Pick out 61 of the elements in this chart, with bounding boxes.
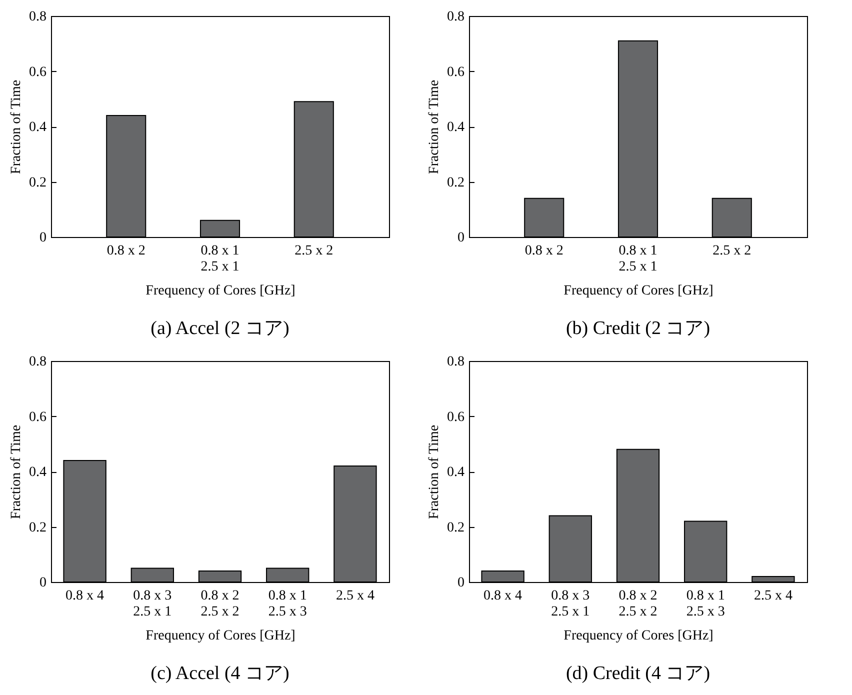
- y-tick-label: 0.2: [29, 520, 46, 536]
- x-tick-label: 0.8 x 2 2.5 x 2: [618, 588, 658, 620]
- y-tick-label: 0.6: [447, 410, 464, 425]
- bar: [616, 448, 660, 582]
- y-tick-label: 0.4: [447, 465, 464, 480]
- y-tick-label: 0.8: [447, 354, 464, 370]
- y-tick-label: 0.4: [447, 120, 464, 135]
- y-tick-label: 0.2: [447, 520, 464, 536]
- x-axis-title: Frequency of Cores [GHz]: [146, 284, 296, 298]
- y-tick-label: 0: [458, 230, 464, 246]
- bar: [198, 570, 242, 582]
- bar: [684, 520, 728, 582]
- bar: [266, 568, 310, 582]
- x-tick-label: 0.8 x 4: [66, 588, 104, 604]
- y-tick-label: 0: [40, 576, 46, 590]
- text: (a) Accel (2 コア): [150, 318, 290, 339]
- y-tick-label: 0.2: [29, 175, 46, 190]
- x-tick-label: 0.8 x 2: [524, 244, 564, 258]
- y-axis-title: Fraction of Time: [427, 424, 442, 520]
- bar: [294, 101, 334, 238]
- bar: [130, 568, 174, 582]
- x-tick-label: 0.8 x 3 2.5 x 1: [133, 588, 172, 620]
- x-axis-title: Frequency of Cores [GHz]: [564, 284, 714, 298]
- x-tick-label: 0.8 x 1 2.5 x 1: [618, 244, 658, 274]
- y-tick-label: 0.8: [29, 10, 46, 24]
- y-tick-label: 0.2: [447, 175, 464, 190]
- x-axis-title: Frequency of Cores [GHz]: [564, 628, 714, 644]
- y-axis-title: Fraction of Time: [427, 80, 442, 174]
- text: (d) Credit (4 コア): [566, 663, 710, 684]
- x-tick-label: 0.8 x 1 2.5 x 3: [686, 588, 725, 620]
- y-tick-label: 0.4: [29, 120, 46, 135]
- y-axis-title: Fraction of Time: [9, 80, 24, 174]
- x-tick-label: 0.8 x 3 2.5 x 1: [551, 588, 590, 620]
- x-tick-label: 2.5 x 2: [294, 244, 334, 258]
- text: (c) Accel (4 コア): [150, 663, 290, 684]
- x-axis-title: Frequency of Cores [GHz]: [146, 628, 296, 644]
- x-tick-label: 2.5 x 4: [754, 588, 792, 604]
- y-tick-label: 0.4: [29, 465, 46, 480]
- y-tick-label: 0: [40, 230, 46, 246]
- bar: [481, 570, 524, 582]
- bar: [63, 460, 106, 582]
- y-tick-label: 0.6: [29, 64, 46, 80]
- bar: [334, 465, 377, 582]
- bar: [200, 220, 240, 238]
- y-tick-label: 0.6: [447, 64, 464, 80]
- x-tick-label: 0.8 x 4: [484, 588, 522, 604]
- x-tick-label: 2.5 x 4: [336, 588, 374, 604]
- y-axis-title: Fraction of Time: [9, 424, 24, 520]
- x-tick-label: 2.5 x 2: [712, 244, 752, 258]
- x-tick-label: 0.8 x 2 2.5 x 2: [200, 588, 240, 620]
- bar: [548, 515, 592, 582]
- y-tick-label: 0: [458, 576, 464, 590]
- x-tick-label: 0.8 x 2: [106, 244, 146, 258]
- x-tick-label: 0.8 x 1 2.5 x 3: [268, 588, 307, 620]
- y-tick-label: 0.6: [29, 410, 46, 425]
- text: (b) Credit (2 コア): [566, 318, 710, 339]
- bar: [752, 576, 795, 582]
- bar: [106, 114, 146, 238]
- y-tick-label: 0.8: [29, 354, 46, 370]
- x-tick-label: 0.8 x 1 2.5 x 1: [200, 244, 240, 274]
- y-tick-label: 0.8: [447, 10, 464, 24]
